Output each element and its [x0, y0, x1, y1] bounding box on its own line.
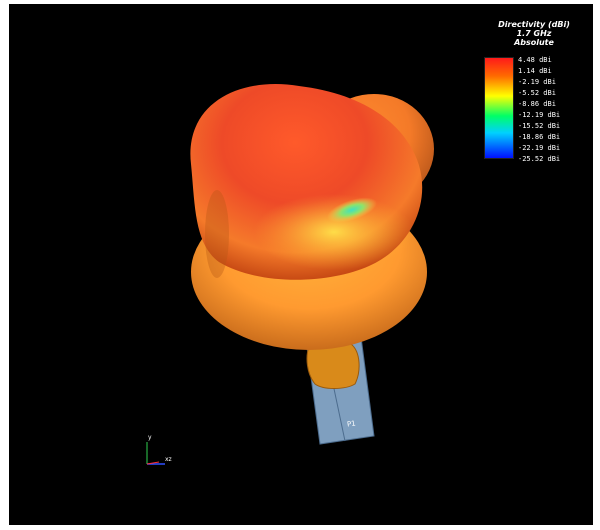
legend-tick: -8.86 dBi: [518, 100, 556, 108]
antenna-model[interactable]: [305, 336, 375, 445]
legend-mode: Absolute: [514, 38, 554, 47]
legend-tick: -25.52 dBi: [518, 155, 561, 163]
legend-title: Directivity (dBi): [498, 20, 570, 29]
axis-xz-label: xz: [165, 456, 172, 463]
yellow-band: [254, 194, 414, 270]
3d-viewport[interactable]: Directivity (dBi) 1.7 GHz Absolute 4.48 …: [9, 4, 593, 525]
legend-tick: -22.19 dBi: [518, 144, 561, 152]
port-label: P1: [346, 419, 357, 429]
legend-tick: -12.19 dBi: [518, 111, 561, 119]
substrate-slot: [332, 383, 346, 442]
legend-tick: -18.86 dBi: [518, 133, 561, 141]
legend-tick: -5.52 dBi: [518, 89, 556, 97]
axis-triad-lines: [146, 442, 165, 465]
legend-frequency: 1.7 GHz: [516, 29, 552, 38]
null-spot: [327, 197, 377, 223]
radiation-pattern-scene[interactable]: [9, 4, 593, 525]
legend-color-bar: [484, 57, 514, 159]
legend-tick: -15.52 dBi: [518, 122, 561, 130]
radiation-pattern[interactable]: [190, 84, 434, 350]
legend-tick: 1.14 dBi: [518, 67, 552, 75]
shade-left: [205, 190, 229, 278]
axis-triad[interactable]: y xz: [133, 432, 183, 472]
legend-tick: -2.19 dBi: [518, 78, 556, 86]
axis-y-label: y: [148, 434, 152, 441]
legend-tick: 4.48 dBi: [518, 56, 552, 64]
